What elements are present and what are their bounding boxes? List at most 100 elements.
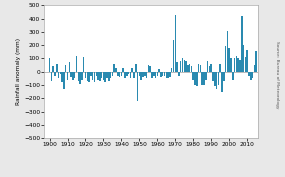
- Bar: [56, 64, 58, 72]
- Bar: [124, 72, 126, 78]
- Text: Source: Bureau of Meteorology: Source: Bureau of Meteorology: [275, 41, 279, 108]
- Bar: [139, 72, 140, 76]
- Bar: [61, 72, 63, 82]
- Bar: [167, 72, 169, 78]
- Bar: [119, 72, 120, 77]
- Bar: [78, 72, 79, 81]
- Bar: [200, 65, 201, 72]
- Bar: [135, 64, 137, 72]
- Bar: [63, 72, 65, 89]
- Bar: [166, 72, 167, 78]
- Bar: [65, 65, 66, 72]
- Bar: [58, 72, 59, 78]
- Bar: [97, 72, 99, 80]
- Bar: [87, 72, 88, 81]
- Bar: [81, 72, 83, 80]
- Bar: [221, 72, 223, 92]
- Bar: [103, 72, 104, 80]
- Bar: [94, 72, 95, 82]
- Bar: [178, 72, 180, 76]
- Bar: [156, 72, 158, 76]
- Bar: [247, 50, 248, 72]
- Bar: [196, 72, 198, 86]
- Bar: [113, 64, 115, 72]
- Bar: [214, 72, 215, 86]
- Bar: [203, 72, 205, 85]
- Bar: [236, 56, 237, 72]
- Bar: [216, 72, 217, 89]
- Bar: [191, 66, 192, 72]
- Bar: [201, 72, 203, 85]
- Bar: [245, 57, 246, 72]
- Bar: [198, 64, 200, 72]
- Bar: [105, 72, 106, 82]
- Bar: [234, 58, 235, 72]
- Bar: [110, 72, 111, 78]
- Bar: [90, 72, 92, 76]
- Bar: [128, 72, 129, 74]
- Bar: [69, 62, 70, 72]
- Bar: [123, 68, 124, 72]
- Bar: [148, 65, 149, 72]
- Bar: [126, 72, 128, 76]
- Bar: [117, 72, 119, 76]
- Bar: [189, 64, 190, 72]
- Bar: [254, 65, 255, 72]
- Bar: [210, 64, 212, 72]
- Bar: [142, 72, 144, 77]
- Bar: [151, 72, 153, 78]
- Bar: [121, 72, 122, 76]
- Bar: [51, 72, 52, 81]
- Bar: [49, 58, 50, 72]
- Bar: [173, 40, 174, 72]
- Bar: [52, 66, 54, 72]
- Bar: [182, 58, 183, 72]
- Bar: [174, 15, 176, 72]
- Bar: [237, 58, 239, 72]
- Bar: [243, 45, 244, 72]
- Bar: [219, 64, 221, 72]
- Bar: [230, 58, 232, 72]
- Bar: [153, 72, 154, 76]
- Bar: [239, 60, 241, 72]
- Bar: [252, 72, 253, 78]
- Bar: [88, 72, 90, 82]
- Bar: [155, 72, 156, 78]
- Bar: [95, 72, 97, 76]
- Bar: [74, 72, 76, 78]
- Bar: [144, 72, 146, 76]
- Bar: [180, 61, 182, 72]
- Bar: [54, 72, 56, 76]
- Bar: [227, 30, 228, 72]
- Y-axis label: Rainfall anomaly (mm): Rainfall anomaly (mm): [16, 38, 21, 105]
- Bar: [194, 72, 196, 85]
- Bar: [250, 72, 251, 80]
- Bar: [131, 68, 133, 72]
- Bar: [205, 72, 207, 80]
- Bar: [72, 72, 74, 80]
- Bar: [209, 66, 210, 72]
- Bar: [187, 65, 189, 72]
- Bar: [137, 72, 138, 101]
- Bar: [160, 72, 162, 77]
- Bar: [184, 60, 185, 72]
- Bar: [146, 72, 147, 78]
- Bar: [141, 72, 142, 80]
- Bar: [115, 68, 117, 72]
- Bar: [76, 56, 77, 72]
- Bar: [149, 66, 151, 72]
- Bar: [169, 72, 171, 77]
- Bar: [83, 57, 84, 72]
- Bar: [241, 16, 243, 72]
- Bar: [101, 72, 102, 78]
- Bar: [112, 72, 113, 76]
- Bar: [225, 47, 226, 72]
- Bar: [60, 72, 61, 74]
- Bar: [70, 72, 72, 77]
- Bar: [108, 72, 110, 81]
- Bar: [162, 72, 164, 76]
- Bar: [130, 72, 131, 78]
- Bar: [218, 72, 219, 85]
- Bar: [79, 72, 81, 84]
- Bar: [85, 72, 86, 78]
